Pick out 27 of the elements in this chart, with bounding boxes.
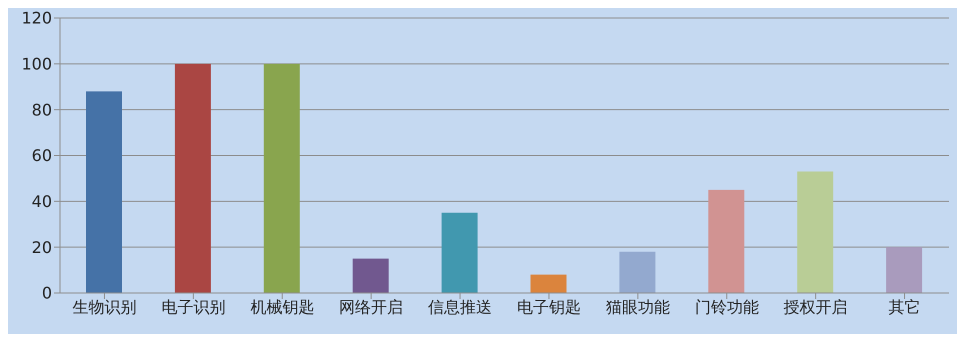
y-tick-label: 100 <box>21 54 52 74</box>
y-tick-label: 20 <box>32 238 52 257</box>
bar <box>442 212 478 293</box>
y-tick-label: 80 <box>32 100 52 120</box>
bar <box>797 172 834 293</box>
x-tick-label: 网络开启 <box>339 297 404 316</box>
bar <box>886 247 922 293</box>
bar <box>264 64 300 293</box>
y-tick-label: 60 <box>32 146 52 166</box>
x-tick-label: 猫眼功能 <box>606 297 670 316</box>
x-tick-label: 机械钥匙 <box>250 297 314 316</box>
x-tick-label: 电子识别 <box>161 297 226 316</box>
x-tick-label: 授权开启 <box>784 297 848 316</box>
x-tick-label: 生物识别 <box>72 297 136 316</box>
y-tick-label: 0 <box>42 284 52 303</box>
x-tick-label: 信息推送 <box>428 297 492 316</box>
bar <box>352 258 389 293</box>
bar <box>86 91 122 293</box>
bar <box>530 274 566 293</box>
bar <box>708 190 744 293</box>
bar <box>619 252 656 293</box>
y-tick-label: 120 <box>21 8 52 28</box>
y-tick-label: 40 <box>32 192 52 212</box>
x-tick-label: 其它 <box>888 297 921 316</box>
x-tick-label: 电子钥匙 <box>516 297 581 316</box>
x-tick-label: 门铃功能 <box>694 297 759 316</box>
bar <box>174 64 211 293</box>
